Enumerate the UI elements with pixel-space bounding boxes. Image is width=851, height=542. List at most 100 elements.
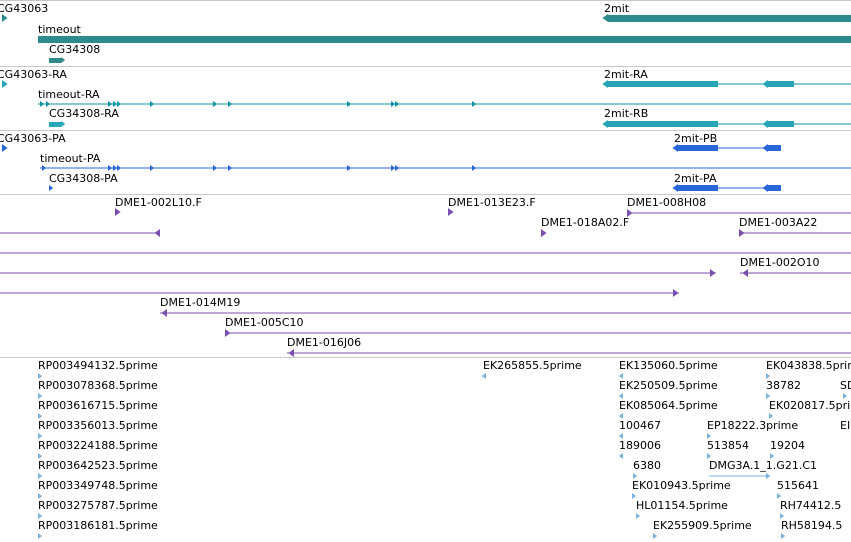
cds-label-cg34308-pa: CG34308-PA bbox=[49, 172, 118, 185]
clone-label-dme1-002l10-f: DME1-002L10.F bbox=[115, 196, 202, 209]
strand-arrow-icon bbox=[762, 80, 768, 88]
mrna-2mit-ra-exon[interactable] bbox=[768, 81, 794, 87]
est-strand-icon bbox=[38, 533, 43, 539]
mrna-2mit-rb-exon[interactable] bbox=[768, 121, 794, 127]
clone-label-dme1-014m19: DME1-014M19 bbox=[160, 296, 241, 309]
gene-2mit[interactable] bbox=[608, 15, 851, 22]
est-strand-icon bbox=[707, 453, 712, 459]
est-label-rp003349748-5prime: RP003349748.5prime bbox=[38, 479, 158, 492]
est-strand-icon bbox=[780, 513, 785, 519]
strand-arrow-icon bbox=[472, 165, 477, 171]
est-strand-icon bbox=[781, 533, 786, 539]
est-strand-icon bbox=[843, 393, 848, 399]
clone-label-dme1-005c10: DME1-005C10 bbox=[225, 316, 304, 329]
est-label-dmg3a-1-1-g21-c1: DMG3A.1_1.G21.C1 bbox=[709, 459, 818, 472]
est-label-ek135060-5prime: EK135060.5prime bbox=[619, 359, 718, 372]
cds-2mit-pa-exon[interactable] bbox=[768, 185, 781, 191]
mrna-2mit-ra-exon[interactable] bbox=[608, 81, 718, 87]
track-separator bbox=[0, 357, 851, 358]
mrna-label-2mit-ra: 2mit-RA bbox=[604, 68, 648, 81]
strand-arrow-icon bbox=[117, 101, 122, 107]
est-label-ek085064-5prime: EK085064.5prime bbox=[619, 399, 718, 412]
strand-arrow-icon bbox=[472, 101, 477, 107]
mrna-2mit-rb-exon[interactable] bbox=[608, 121, 718, 127]
strand-arrow-icon bbox=[2, 14, 8, 22]
est-label-6380: 6380 bbox=[633, 459, 661, 472]
strand-arrow-icon bbox=[673, 289, 679, 297]
mrna-label-cg34308-ra: CG34308-RA bbox=[49, 107, 119, 120]
est-label-sd: SD bbox=[840, 379, 851, 392]
mrna-label-cg43063-ra: CG43063-RA bbox=[0, 68, 67, 81]
est-label-rp003275787-5prime: RP003275787.5prime bbox=[38, 499, 158, 512]
strand-arrow-icon bbox=[154, 229, 160, 237]
est-label-513854: 513854 bbox=[707, 439, 749, 452]
strand-arrow-icon bbox=[541, 229, 547, 237]
gene-timeout[interactable] bbox=[38, 36, 851, 43]
strand-arrow-icon bbox=[108, 101, 113, 107]
strand-arrow-icon bbox=[115, 208, 121, 216]
est-strand-icon bbox=[766, 473, 771, 479]
strand-arrow-icon bbox=[627, 209, 633, 217]
strand-arrow-icon bbox=[213, 101, 218, 107]
clone-label-dme1-008h08: DME1-008H08 bbox=[627, 196, 707, 209]
est-label-rp003616715-5prime: RP003616715.5prime bbox=[38, 399, 158, 412]
strand-arrow-icon bbox=[762, 120, 768, 128]
strand-arrow-icon bbox=[391, 101, 396, 107]
est-label-100467: 100467 bbox=[619, 419, 661, 432]
strand-arrow-icon bbox=[602, 14, 608, 22]
cds-label-2mit-pb: 2mit-PB bbox=[674, 132, 718, 145]
est-strand-icon bbox=[38, 413, 43, 419]
est-label-ek265855-5prime: EK265855.5prime bbox=[483, 359, 582, 372]
cds-label-cg43063-pa: CG43063-PA bbox=[0, 132, 66, 145]
mrna-label-timeout-ra: timeout-RA bbox=[38, 88, 100, 101]
strand-arrow-icon bbox=[228, 101, 233, 107]
track-separator bbox=[0, 66, 851, 67]
strand-arrow-icon bbox=[42, 165, 47, 171]
gene-label-2mit: 2mit bbox=[604, 2, 630, 15]
est-strand-icon bbox=[38, 493, 43, 499]
est-label-19204: 19204 bbox=[770, 439, 805, 452]
est-strand-icon bbox=[38, 513, 43, 519]
est-label-rp003078368-5prime: RP003078368.5prime bbox=[38, 379, 158, 392]
est-label-ek010943-5prime: EK010943.5prime bbox=[632, 479, 731, 492]
strand-arrow-icon bbox=[2, 144, 8, 152]
strand-arrow-icon bbox=[150, 101, 155, 107]
cds-2mit-pb-exon[interactable] bbox=[678, 145, 718, 151]
est-label-ek043838-5prime: EK043838.5prime bbox=[766, 359, 851, 372]
est-strand-icon bbox=[38, 373, 43, 379]
strand-arrow-icon bbox=[395, 165, 400, 171]
cds-2mit-pb-exon[interactable] bbox=[768, 145, 781, 151]
strand-arrow-icon bbox=[228, 165, 233, 171]
est-label-ek250509-5prime: EK250509.5prime bbox=[619, 379, 718, 392]
gene-label-cg43063: CG43063 bbox=[0, 2, 49, 15]
est-strand-icon bbox=[618, 413, 623, 419]
mrna-cg34308-ra[interactable] bbox=[49, 122, 61, 127]
est-strand-icon bbox=[38, 433, 43, 439]
track-separator bbox=[0, 130, 851, 131]
clone-label-dme1-013e23-f: DME1-013E23.F bbox=[448, 196, 536, 209]
strand-arrow-icon bbox=[762, 184, 768, 192]
strand-arrow-icon bbox=[347, 165, 352, 171]
est-label-hl01154-5prime: HL01154.5prime bbox=[636, 499, 728, 512]
gene-cg34308[interactable] bbox=[49, 58, 61, 63]
strand-arrow-icon bbox=[108, 165, 113, 171]
strand-arrow-icon bbox=[739, 229, 745, 237]
strand-arrow-icon bbox=[61, 57, 66, 63]
clone-label-dme1-018a02-f: DME1-018A02.F bbox=[541, 216, 630, 229]
cds-2mit-pa-exon[interactable] bbox=[678, 185, 718, 191]
strand-arrow-icon bbox=[46, 101, 51, 107]
est-strand-icon bbox=[770, 453, 775, 459]
est-label-rp003642523-5prime: RP003642523.5prime bbox=[38, 459, 158, 472]
strand-arrow-icon bbox=[762, 144, 768, 152]
est-label-38782: 38782 bbox=[766, 379, 801, 392]
strand-arrow-icon bbox=[113, 101, 118, 107]
strand-arrow-icon bbox=[161, 309, 167, 317]
strand-arrow-icon bbox=[61, 121, 66, 127]
strand-arrow-icon bbox=[602, 120, 608, 128]
strand-arrow-icon bbox=[347, 101, 352, 107]
est-strand-icon bbox=[766, 393, 771, 399]
strand-arrow-icon bbox=[2, 80, 8, 88]
est-strand-icon bbox=[707, 433, 712, 439]
